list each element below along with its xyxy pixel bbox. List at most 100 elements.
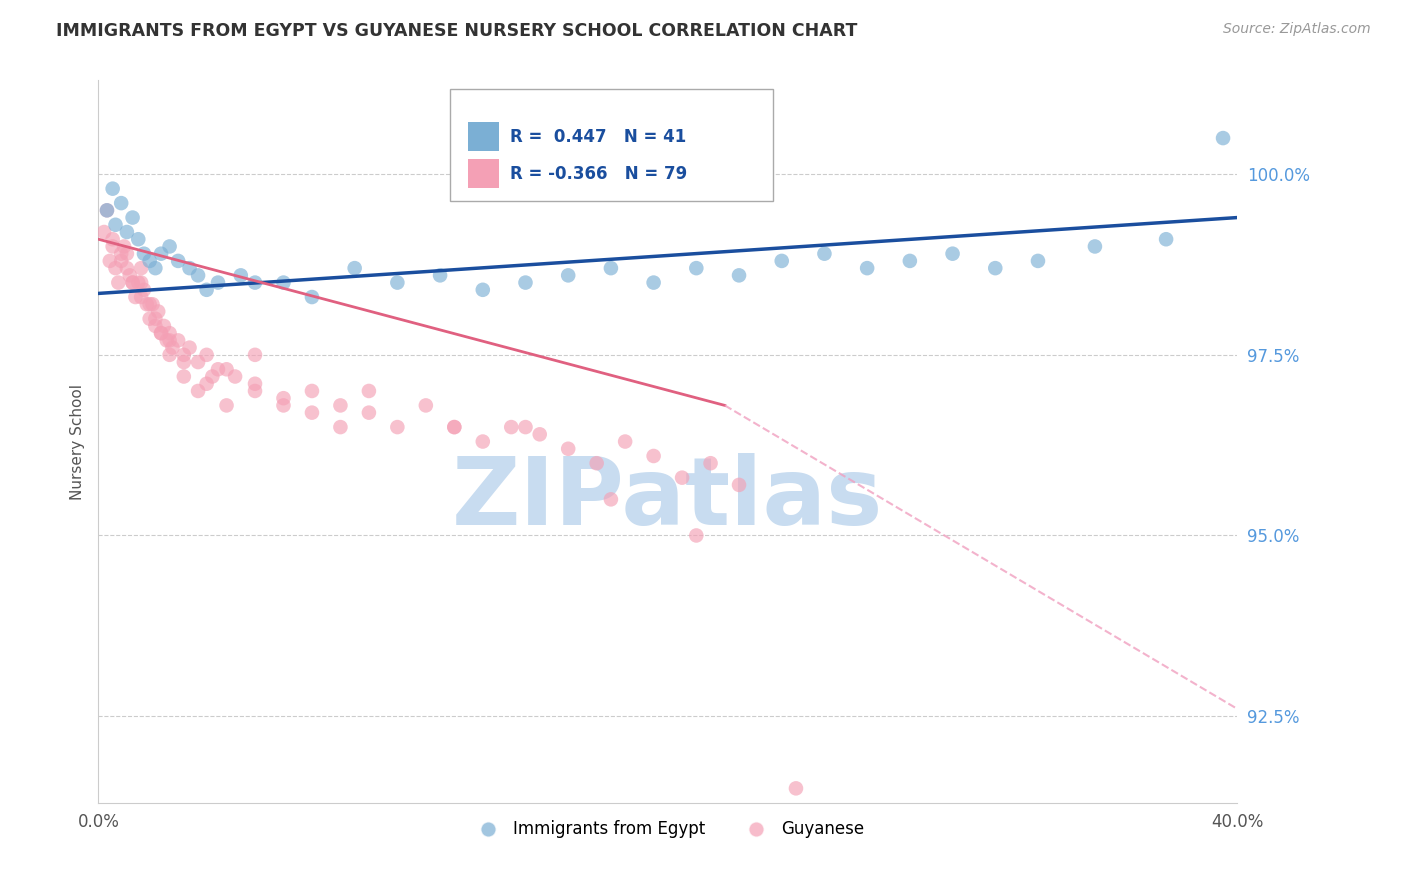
Point [124,290,146,304]
Point [150,326,173,341]
Point [301,384,323,398]
Point [515,420,537,434]
Point [501,420,523,434]
Point [96,203,118,218]
Point [329,399,352,413]
Text: Source: ZipAtlas.com: Source: ZipAtlas.com [1223,22,1371,37]
Point [429,268,451,283]
Point [127,232,149,246]
Point [138,254,160,268]
Point [387,276,409,290]
Point [215,399,238,413]
Point [167,254,190,268]
Point [104,261,127,276]
Point [179,341,201,355]
Point [728,478,751,492]
Point [273,276,295,290]
Point [135,297,157,311]
Point [224,369,246,384]
Point [153,318,176,333]
Point [471,434,494,449]
Text: R = -0.366   N = 79: R = -0.366 N = 79 [510,165,688,183]
Point [273,399,295,413]
Point [600,261,623,276]
Point [215,362,238,376]
Point [1084,239,1107,253]
Point [187,268,209,283]
Point [1026,254,1049,268]
Point [101,239,124,253]
Point [162,341,184,355]
Point [159,239,181,253]
Y-axis label: Nursery School: Nursery School [69,384,84,500]
Point [898,254,921,268]
Point [301,290,323,304]
Point [387,420,409,434]
Point [207,276,229,290]
Point [145,261,167,276]
Point [173,355,195,369]
Point [129,290,152,304]
Point [121,211,143,225]
Point [195,348,218,362]
Point [107,276,129,290]
Point [150,326,173,341]
Point [145,318,167,333]
Point [112,239,135,253]
Point [357,384,380,398]
Point [301,406,323,420]
Text: R =  0.447   N = 41: R = 0.447 N = 41 [510,128,686,145]
Point [699,456,721,470]
Point [179,261,201,276]
Point [557,442,579,456]
Point [984,261,1007,276]
Point [104,218,127,232]
Point [101,182,124,196]
Point [643,449,665,463]
Point [121,276,143,290]
Point [643,276,665,290]
Point [471,283,494,297]
Legend: Immigrants from Egypt, Guyanese: Immigrants from Egypt, Guyanese [465,814,870,845]
Point [443,420,465,434]
Point [329,420,352,434]
Point [148,304,170,318]
Point [138,311,160,326]
Point [770,254,793,268]
Point [141,297,163,311]
Point [557,268,579,283]
Point [156,334,179,348]
Point [415,399,437,413]
Point [150,246,173,260]
Point [118,268,141,283]
Point [115,261,138,276]
Point [357,406,380,420]
Point [110,246,132,260]
Point [187,384,209,398]
Point [129,261,152,276]
Point [96,203,118,218]
Point [159,326,181,341]
Point [101,232,124,246]
Point [600,492,623,507]
Point [443,420,465,434]
Text: IMMIGRANTS FROM EGYPT VS GUYANESE NURSERY SCHOOL CORRELATION CHART: IMMIGRANTS FROM EGYPT VS GUYANESE NURSER… [56,22,858,40]
Point [243,376,266,391]
Point [121,276,143,290]
Point [129,276,152,290]
Text: ZIPatlas: ZIPatlas [453,453,883,545]
Point [115,225,138,239]
Point [671,471,693,485]
Point [132,283,155,297]
Point [785,781,807,796]
Point [942,246,965,260]
Point [207,362,229,376]
Point [243,348,266,362]
Point [159,334,181,348]
Point [201,369,224,384]
Point [1212,131,1234,145]
Point [343,261,366,276]
Point [243,384,266,398]
Point [856,261,879,276]
Point [195,376,218,391]
